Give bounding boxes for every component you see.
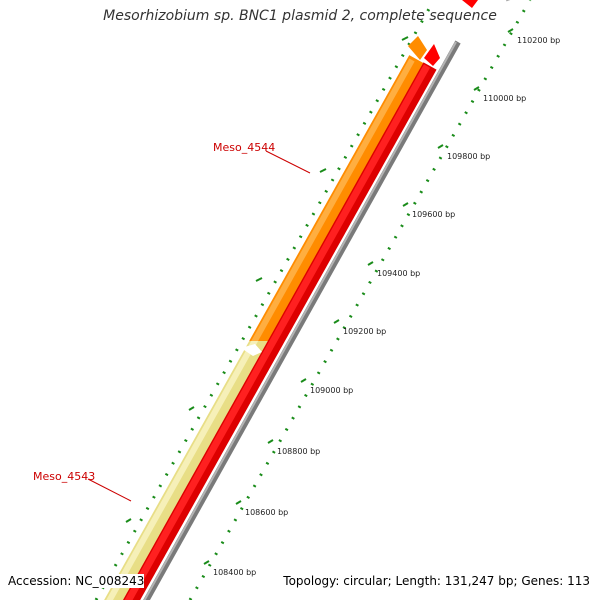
outer-ruler [188,0,532,600]
map-title: Mesorhizobium sp. BNC1 plasmid 2, comple… [103,8,497,24]
ruler-tick [437,144,444,149]
ruler-tick [507,28,514,33]
ruler-label: 108400 bp [213,568,256,577]
gene-label-meso-4544[interactable]: Meso_4544 [213,141,311,174]
ruler-label: 108800 bp [277,447,320,456]
gene-label-text: Meso_4544 [213,141,275,154]
ruler-tick [333,319,340,324]
ruler-label: 109600 bp [412,210,455,219]
ruler-label: 109800 bp [447,152,490,161]
ruler-tick [300,378,307,383]
ruler-label: 110000 bp [483,94,526,103]
ruler-label-group: 110200 bp 110000 bp 109800 bp 109600 bp 1094… [203,28,560,577]
topology-summary: Topology: circular; Length: 131,247 bp; … [283,574,590,588]
tick-mark [319,168,327,173]
tick-mark [188,406,195,411]
ruler-label: 109200 bp [343,327,386,336]
ruler-tick [367,261,374,266]
gene-arc-meso-4543[interactable] [104,46,426,600]
ruler-label: 109400 bp [377,269,420,278]
backbone [143,0,511,600]
ruler-tick [203,560,210,565]
ruler-label: 108600 bp [245,508,288,517]
ruler-tick [267,439,274,444]
ruler-tick [473,86,480,91]
gene-label-text: Meso_4543 [33,470,95,483]
ruler-tick [402,202,409,207]
ruler-tick [235,500,242,505]
ruler-label: 109000 bp [310,386,353,395]
tick-mark [255,277,263,282]
strand-arcs [122,0,478,600]
accession-text: Accession: NC_008243 [8,574,145,588]
gene-label-meso-4543[interactable]: Meso_4543 [33,470,132,502]
tick-mark [401,36,409,41]
ruler-label: 110200 bp [517,36,560,45]
tick-mark [125,518,132,523]
gene-arc-meso-4544[interactable] [104,36,427,600]
inner-tick-track [94,0,436,600]
